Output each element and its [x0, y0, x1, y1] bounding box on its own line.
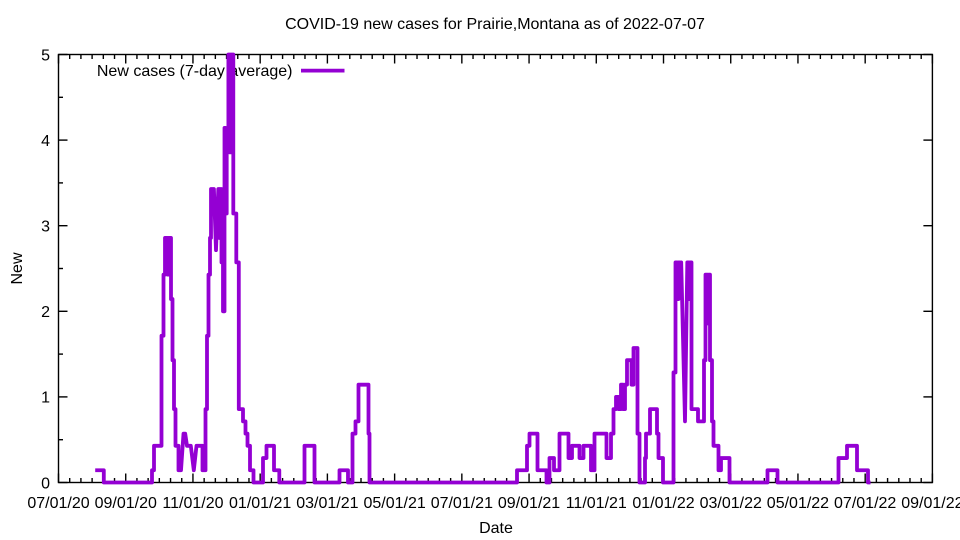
- svg-text:COVID-19 new cases for Prairie: COVID-19 new cases for Prairie,Montana a…: [285, 16, 705, 33]
- svg-text:05/01/22: 05/01/22: [767, 495, 829, 512]
- svg-text:5: 5: [41, 47, 50, 64]
- svg-text:2: 2: [41, 304, 50, 321]
- svg-text:03/01/22: 03/01/22: [700, 495, 762, 512]
- svg-text:03/01/21: 03/01/21: [296, 495, 358, 512]
- svg-text:11/01/20: 11/01/20: [162, 495, 223, 512]
- svg-text:1: 1: [41, 390, 50, 407]
- svg-text:3: 3: [41, 219, 50, 236]
- svg-text:New: New: [9, 252, 26, 284]
- svg-text:05/01/21: 05/01/21: [363, 495, 425, 512]
- svg-text:0: 0: [41, 475, 50, 492]
- svg-text:09/01/20: 09/01/20: [95, 495, 157, 512]
- svg-text:11/01/21: 11/01/21: [566, 495, 627, 512]
- svg-text:New cases (7-day average): New cases (7-day average): [97, 63, 293, 80]
- svg-text:07/01/21: 07/01/21: [431, 495, 493, 512]
- svg-text:07/01/20: 07/01/20: [27, 495, 89, 512]
- svg-text:01/01/22: 01/01/22: [632, 495, 694, 512]
- svg-text:07/01/22: 07/01/22: [834, 495, 896, 512]
- svg-text:Date: Date: [479, 520, 513, 537]
- svg-text:09/01/22: 09/01/22: [901, 495, 960, 512]
- svg-text:01/01/21: 01/01/21: [229, 495, 291, 512]
- svg-text:4: 4: [41, 133, 50, 150]
- svg-text:09/01/21: 09/01/21: [498, 495, 560, 512]
